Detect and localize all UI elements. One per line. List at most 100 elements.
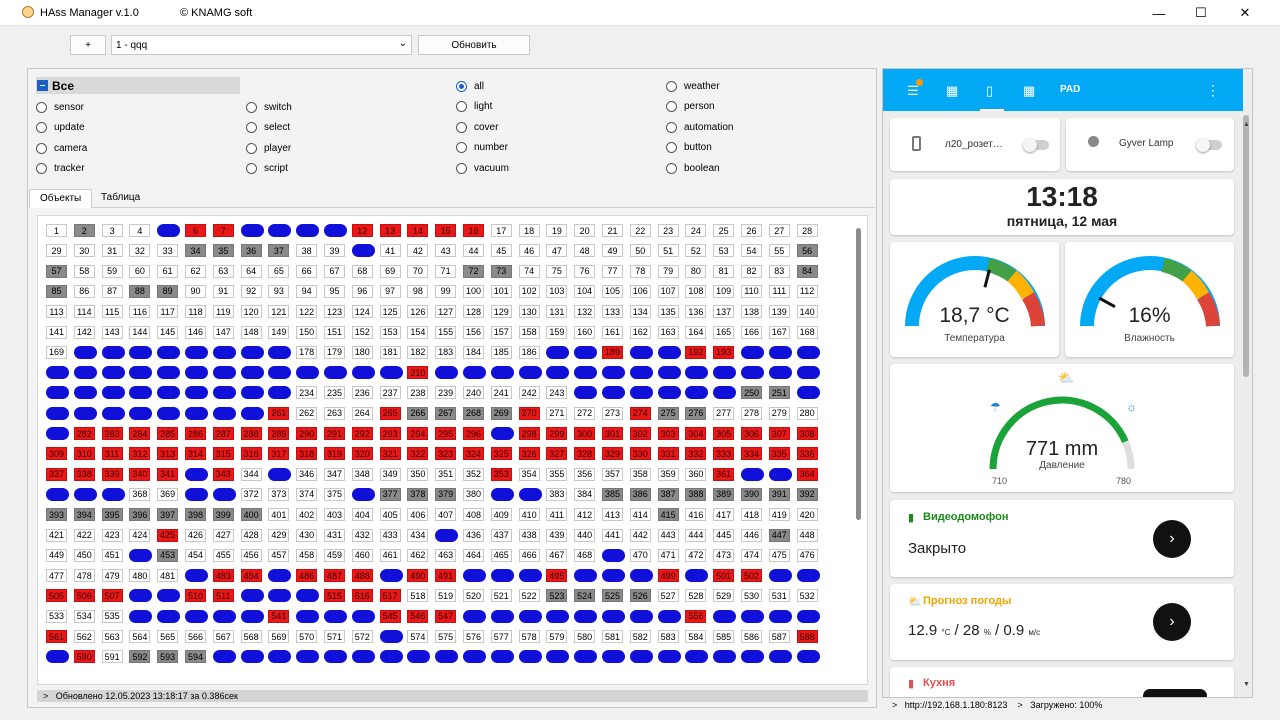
entity-cell[interactable]: 390 [741, 487, 762, 501]
entity-cell[interactable]: 197 [46, 366, 69, 380]
entity-cell[interactable]: 479 [101, 569, 123, 583]
entity-cell[interactable]: 222 [741, 366, 764, 380]
entity-cell[interactable]: 154 [407, 325, 429, 339]
entity-cell[interactable]: 494 [518, 569, 542, 583]
entity-cell[interactable]: 359 [657, 467, 679, 481]
entity-cell[interactable]: 76 [574, 264, 596, 278]
entity-cell[interactable]: 507 [101, 589, 123, 603]
entity-cell[interactable]: 408 [463, 508, 484, 522]
entity-cell[interactable]: 434 [407, 528, 429, 542]
entity-cell[interactable]: 581 [602, 630, 623, 643]
entity-cell[interactable]: 238 [407, 386, 429, 400]
entity-cell[interactable]: 189 [602, 345, 623, 359]
entity-cell[interactable]: 602 [407, 650, 431, 664]
entity-cell[interactable]: 39 [324, 244, 345, 258]
entity-cell[interactable]: 407 [435, 508, 457, 522]
entity-cell[interactable]: 307 [768, 427, 790, 440]
entity-cell[interactable]: 246 [629, 386, 653, 400]
grid-scrollbar[interactable] [856, 228, 861, 520]
entity-cell[interactable]: 159 [546, 325, 568, 339]
entity-cell[interactable]: 520 [463, 589, 484, 603]
entity-cell[interactable]: 110 [741, 284, 762, 298]
entity-cell[interactable]: 406 [407, 508, 429, 522]
entity-cell[interactable]: 386 [629, 487, 651, 501]
entity-cell[interactable]: 519 [435, 589, 457, 603]
entity-cell[interactable]: 453 [157, 548, 179, 562]
entity-cell[interactable]: 290 [296, 427, 318, 440]
entity-cell[interactable]: 269 [490, 406, 512, 420]
entity-cell[interactable]: 449 [46, 548, 67, 562]
entity-cell[interactable]: 95 [324, 284, 345, 298]
filter-radio-person[interactable]: person [666, 100, 715, 114]
entity-cell[interactable]: 230 [185, 386, 208, 400]
entity-cell[interactable]: 275 [657, 406, 679, 420]
entity-cell[interactable]: 461 [379, 548, 401, 562]
entity-cell[interactable]: 171 [101, 345, 125, 359]
entity-cell[interactable]: 560 [796, 609, 820, 623]
scroll-down-icon[interactable]: ▼ [1243, 681, 1250, 688]
entity-cell[interactable]: 112 [796, 284, 818, 298]
tile-socket[interactable]: л20_розет… [890, 118, 1060, 171]
entity-cell[interactable]: 337 [46, 467, 67, 481]
entity-cell[interactable]: 207 [324, 366, 347, 380]
filter-radio-all[interactable]: all [456, 79, 484, 93]
entity-cell[interactable]: 440 [574, 528, 596, 542]
entity-cell[interactable]: 87 [101, 284, 123, 298]
entity-cell[interactable]: 221 [713, 366, 737, 380]
entity-cell[interactable]: 324 [463, 447, 484, 461]
entity-cell[interactable]: 613 [713, 650, 737, 664]
entity-cell[interactable]: 220 [685, 366, 709, 380]
entity-cell[interactable]: 15 [435, 224, 457, 237]
entity-cell[interactable]: 598 [296, 650, 320, 664]
entity-cell[interactable]: 363 [768, 467, 792, 481]
entity-cell[interactable]: 472 [685, 548, 707, 562]
entity-cell[interactable]: 537 [157, 609, 181, 623]
entity-cell[interactable]: 583 [657, 630, 679, 643]
entity-cell[interactable]: 201 [157, 366, 181, 380]
entity-cell[interactable]: 432 [351, 528, 373, 542]
entity-cell[interactable]: 557 [713, 609, 737, 623]
entity-cell[interactable]: 382 [518, 487, 542, 501]
entity-cell[interactable]: 356 [574, 467, 596, 481]
entity-cell[interactable]: 546 [407, 609, 429, 623]
entity-cell[interactable]: 586 [741, 630, 762, 643]
entity-cell[interactable]: 403 [324, 508, 345, 522]
entity-cell[interactable]: 202 [185, 366, 208, 380]
entity-cell[interactable]: 493 [490, 569, 514, 583]
entity-cell[interactable]: 272 [574, 406, 596, 420]
scroll-up-icon[interactable]: ▲ [1243, 121, 1250, 128]
entity-cell[interactable]: 6 [185, 224, 206, 237]
minimize-icon[interactable]: — [1152, 5, 1166, 21]
entity-cell[interactable]: 527 [657, 589, 679, 603]
tab-table[interactable]: Таблица [101, 192, 141, 203]
entity-cell[interactable]: 480 [129, 569, 151, 583]
entity-cell[interactable]: 43 [435, 244, 457, 258]
entity-cell[interactable]: 573 [379, 630, 403, 643]
entity-cell[interactable]: 523 [546, 589, 568, 603]
entity-cell[interactable]: 327 [546, 447, 568, 461]
entity-cell[interactable]: 454 [185, 548, 206, 562]
entity-cell[interactable]: 593 [157, 650, 179, 664]
entity-cell[interactable]: 295 [435, 427, 457, 440]
entity-cell[interactable]: 17 [490, 224, 512, 237]
entity-cell[interactable]: 297 [490, 427, 514, 440]
entity-cell[interactable]: 614 [741, 650, 764, 664]
entity-cell[interactable]: 565 [157, 630, 179, 643]
entity-cell[interactable]: 601 [379, 650, 403, 664]
entity-cell[interactable]: 70 [407, 264, 429, 278]
entity-cell[interactable]: 242 [518, 386, 540, 400]
entity-cell[interactable]: 532 [796, 589, 818, 603]
entity-cell[interactable]: 475 [768, 548, 790, 562]
entity-cell[interactable]: 608 [574, 650, 598, 664]
entity-cell[interactable]: 335 [768, 447, 790, 461]
entity-cell[interactable]: 77 [602, 264, 623, 278]
entity-cell[interactable]: 499 [657, 569, 679, 583]
filter-radio-sensor[interactable]: sensor [36, 100, 84, 114]
entity-cell[interactable]: 100 [463, 284, 484, 298]
entity-cell[interactable]: 283 [101, 427, 123, 440]
entity-cell[interactable]: 88 [129, 284, 151, 298]
entity-cell[interactable]: 107 [657, 284, 679, 298]
entity-cell[interactable]: 345 [268, 467, 292, 481]
entity-cell[interactable]: 262 [296, 406, 318, 420]
entity-cell[interactable]: 139 [768, 305, 790, 319]
